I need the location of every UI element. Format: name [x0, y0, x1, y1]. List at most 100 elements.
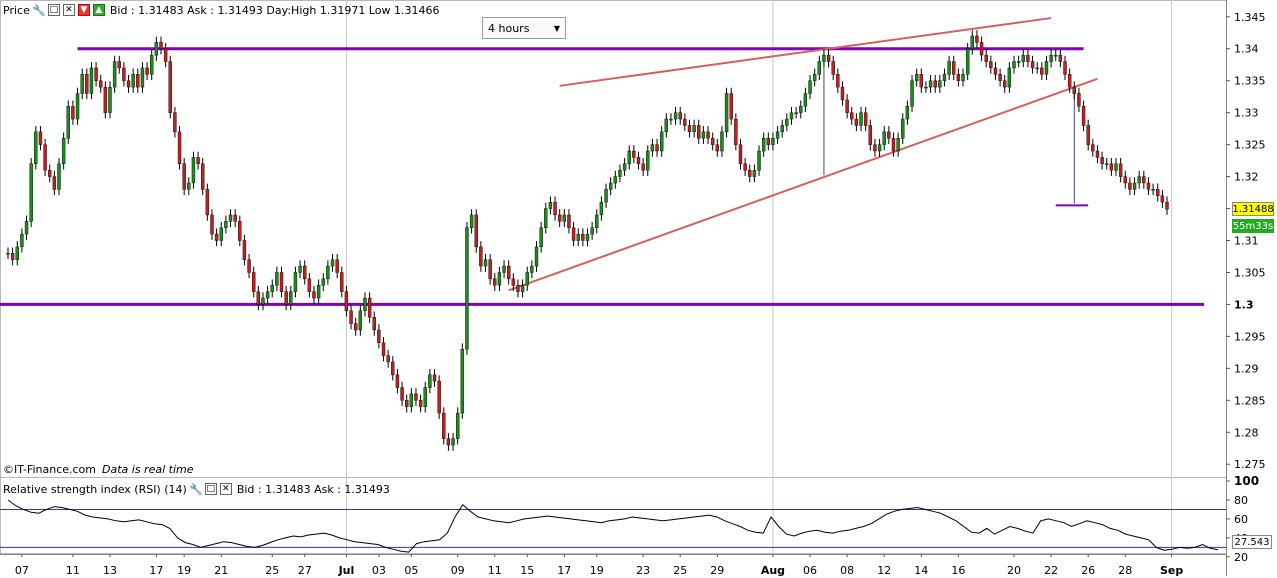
price-candle-body: [29, 163, 33, 222]
price-candle-body: [1021, 54, 1025, 62]
move-down-icon[interactable]: ▼: [77, 4, 90, 16]
price-tick-label: 1.33: [1234, 107, 1259, 120]
time-tick-label: 15: [520, 564, 534, 577]
time-tick-label: Sep: [1160, 564, 1183, 577]
price-candle-body: [822, 54, 826, 62]
price-candle-body: [1026, 54, 1030, 62]
price-candle-body: [469, 214, 474, 228]
price-candle-body: [868, 125, 872, 145]
price-candle-body: [479, 246, 483, 267]
price-candle-body: [910, 80, 914, 107]
price-candle-body: [1049, 54, 1053, 62]
current-price-label: 1.31488: [1232, 202, 1274, 216]
price-candle-body: [938, 80, 942, 88]
price-candle-body: [984, 54, 988, 62]
time-tick-label: Jul: [338, 564, 355, 577]
price-candle-body: [38, 131, 43, 145]
price-candle-body: [279, 272, 284, 292]
price-candle-body: [354, 323, 358, 331]
price-candle-body: [219, 227, 223, 241]
price-candle-body: [340, 272, 344, 292]
price-candle-body: [150, 54, 154, 75]
price-candle-body: [799, 106, 803, 113]
price-quote: Bid : 1.31483 Ask : 1.31493 Day:High 1.3…: [109, 3, 440, 17]
price-candle-body: [548, 201, 553, 209]
price-candle-body: [562, 214, 567, 222]
price-candle-body: [1081, 106, 1086, 126]
rsi-quote: Bid : 1.31483 Ask : 1.31493: [236, 482, 390, 496]
price-candle-body: [298, 265, 302, 273]
price-candle-body: [836, 74, 840, 88]
rsi-series-line: [7, 499, 1219, 553]
price-candle-body: [1030, 61, 1035, 69]
price-candle-body: [367, 297, 372, 318]
price-tick-label: 1.295: [1234, 330, 1266, 343]
timeframe-select[interactable]: 4 hours ▼: [482, 17, 566, 39]
price-tick-label: 1.34: [1234, 43, 1259, 56]
price-candle-body: [655, 144, 659, 152]
price-tick-label: 1.275: [1234, 458, 1266, 471]
price-candle-body: [163, 48, 168, 62]
price-candle-body: [599, 201, 604, 216]
price-candle-body: [664, 118, 669, 133]
window-icon[interactable]: □: [47, 4, 60, 16]
price-candle-body: [785, 118, 789, 126]
price-candle-body: [404, 400, 409, 407]
close-icon[interactable]: ✕: [219, 483, 232, 495]
price-candle-body: [720, 131, 724, 152]
price-candle-body: [293, 272, 298, 292]
price-candle-body: [275, 272, 279, 286]
price-candle-body: [326, 265, 330, 280]
price-candle-body: [590, 227, 594, 235]
price-candle-body: [534, 246, 539, 267]
wrench-icon[interactable]: 🔧: [32, 3, 46, 17]
price-candle-body: [89, 67, 94, 94]
window-icon[interactable]: □: [204, 483, 217, 495]
price-candle-body: [24, 221, 29, 235]
price-candle-body: [381, 342, 386, 356]
price-candle-body: [738, 144, 743, 164]
price-candle-body: [924, 86, 928, 89]
price-candle-body: [933, 80, 937, 88]
candle-timer-label: 55m33s: [1232, 219, 1274, 233]
price-candle-body: [122, 67, 126, 81]
price-candle-body: [1123, 176, 1127, 184]
price-candle-body: [6, 253, 10, 255]
price-candle-body: [627, 150, 631, 164]
time-tick-label: 27: [298, 564, 312, 577]
price-candle-body: [474, 214, 478, 248]
price-candle-body: [557, 214, 562, 222]
price-candle-body: [882, 131, 886, 145]
chevron-down-icon: ▼: [553, 23, 560, 33]
move-up-icon[interactable]: ▲: [92, 4, 105, 16]
wrench-icon[interactable]: 🔧: [188, 482, 203, 496]
price-candle-body: [437, 380, 441, 414]
price-candle-body: [460, 348, 465, 414]
price-candle-body: [131, 74, 135, 88]
price-candle-body: [247, 259, 251, 273]
price-candle-body: [270, 285, 274, 292]
price-candle-body: [228, 214, 233, 222]
price-candle-body: [1003, 80, 1007, 88]
rsi-tick-label: 20: [1234, 551, 1248, 564]
time-tick-label: 28: [1118, 564, 1132, 577]
time-tick-label: 21: [214, 564, 228, 577]
price-candle-body: [673, 112, 678, 120]
price-candle-body: [613, 176, 618, 184]
price-candle-body: [863, 112, 868, 126]
time-tick-label: 09: [451, 564, 465, 577]
price-tick-label: 1.28: [1234, 426, 1259, 439]
price-candle-body: [284, 291, 288, 305]
price-candle-body: [576, 233, 580, 241]
time-tick-label: 11: [66, 564, 80, 577]
channel-lower-trendline: [508, 77, 1098, 292]
price-candle-body: [692, 125, 696, 133]
price-candle-body: [409, 393, 414, 407]
price-tick-label: 1.29: [1234, 362, 1259, 375]
price-candle-body: [1072, 86, 1076, 94]
price-candle-body: [687, 125, 692, 133]
close-icon[interactable]: ✕: [62, 4, 75, 16]
timeframe-value: 4 hours: [488, 21, 530, 35]
price-candle-body: [451, 438, 455, 446]
